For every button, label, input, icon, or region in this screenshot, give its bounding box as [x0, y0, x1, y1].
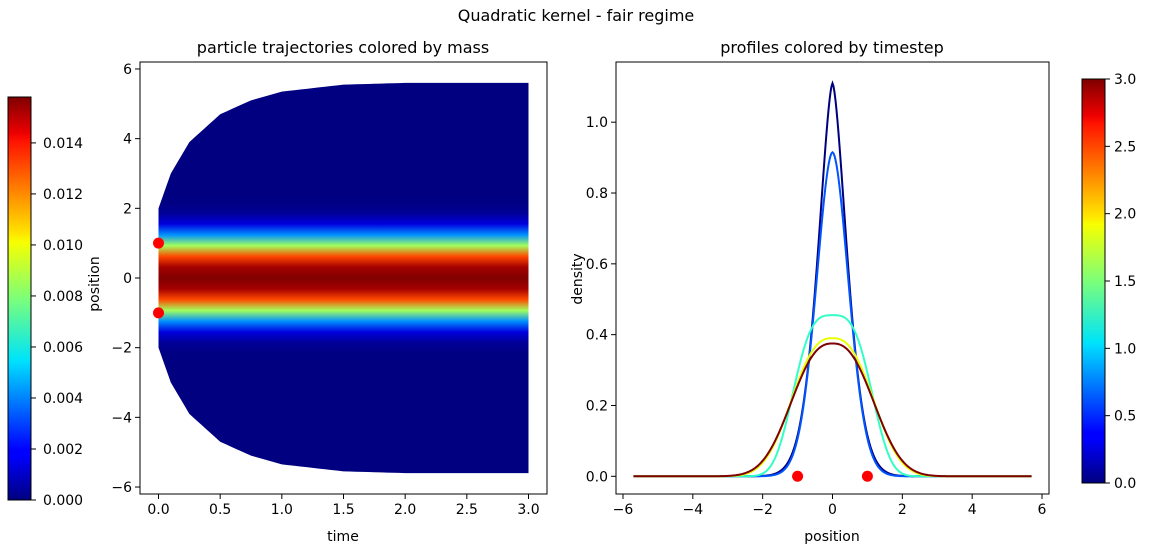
right-colorbar-tick-label: 2.0 [1114, 207, 1136, 223]
left-x-tick-label: 1.5 [332, 502, 354, 518]
mass-band [158, 82, 529, 474]
right-y-tick-label: 0.2 [586, 398, 608, 414]
figure-title: Quadratic kernel - fair regime [458, 6, 695, 25]
left-colorbar: 0.000 0.002 0.004 0.006 0.008 0.010 0.012 0.014 [7, 96, 83, 509]
left-panel: particle trajectories colored by mass 0.… [87, 38, 548, 545]
right-y-label: density [570, 253, 586, 304]
right-colorbar-tick-label: 0.5 [1114, 409, 1136, 425]
left-colorbar-tick-label: 0.006 [43, 340, 83, 356]
left-colorbar-tick-label: 0.014 [43, 136, 83, 152]
right-y-tick-label: 0.0 [586, 469, 608, 485]
right-markers [792, 470, 873, 482]
right-colorbar-bar [1081, 78, 1106, 484]
left-x-tick-label: 3.0 [517, 502, 539, 518]
left-x-tick-label: 2.0 [394, 502, 416, 518]
right-y-tick-label: 0.4 [586, 328, 608, 344]
right-x-tick-label: −4 [683, 502, 704, 518]
right-y-ticks: 0.0 0.2 0.4 0.6 0.8 1.0 [586, 115, 616, 485]
left-x-tick-label: 0.0 [147, 502, 169, 518]
left-x-tick-label: 1.0 [271, 502, 293, 518]
left-y-ticks: −6 −4 −2 0 2 4 6 [111, 62, 140, 496]
left-y-tick-label: −6 [111, 480, 132, 496]
right-marker-point [861, 470, 873, 482]
right-x-tick-label: 6 [1038, 502, 1047, 518]
right-x-tick-label: −6 [613, 502, 634, 518]
left-title: particle trajectories colored by mass [197, 38, 489, 57]
left-markers [153, 237, 164, 319]
left-marker-point [153, 237, 164, 249]
left-colorbar-bar [7, 96, 32, 501]
right-x-tick-label: 4 [968, 502, 977, 518]
left-y-label: position [87, 256, 103, 311]
left-y-tick-label: −2 [111, 341, 132, 357]
right-x-tick-label: 0 [828, 502, 837, 518]
left-y-tick-label: 2 [123, 201, 132, 217]
density-profile-t3 [633, 342, 1032, 478]
right-colorbar-tick-label: 1.5 [1114, 274, 1136, 290]
left-x-ticks: 0.0 0.5 1.0 1.5 2.0 2.5 3.0 [147, 494, 540, 518]
right-colorbar-tick-label: 1.0 [1114, 341, 1136, 357]
right-x-ticks: −6 −4 −2 0 2 4 6 [613, 494, 1047, 518]
right-y-tick-label: 0.6 [586, 257, 608, 273]
left-colorbar-tick-label: 0.012 [43, 187, 83, 203]
right-marker-point [792, 470, 804, 482]
left-y-tick-label: 0 [123, 271, 132, 287]
left-y-tick-label: −4 [111, 410, 132, 426]
density-profiles [633, 80, 1032, 478]
density-profile-t1.2 [633, 314, 1032, 478]
left-y-tick-label: 4 [123, 132, 132, 148]
right-colorbar-ticks: 0.0 0.5 1.0 1.5 2.0 2.5 3.0 [1105, 72, 1136, 492]
right-y-tick-label: 0.8 [586, 186, 608, 202]
left-colorbar-tick-label: 0.008 [43, 289, 83, 305]
right-colorbar-tick-label: 2.5 [1114, 139, 1136, 155]
right-y-tick-label: 1.0 [586, 115, 608, 131]
right-axes-frame [615, 61, 1050, 495]
right-x-tick-label: 2 [898, 502, 907, 518]
density-profile-t0 [633, 80, 1032, 478]
left-x-label: time [327, 529, 359, 545]
left-colorbar-tick-label: 0.004 [43, 391, 83, 407]
left-colorbar-tick-label: 0.002 [43, 442, 83, 458]
left-colorbar-tick-label: 0.010 [43, 238, 83, 254]
right-x-label: position [804, 529, 859, 545]
left-x-tick-label: 2.5 [456, 502, 478, 518]
right-colorbar: 0.0 0.5 1.0 1.5 2.0 2.5 3.0 [1081, 72, 1136, 492]
right-x-tick-label: −2 [752, 502, 773, 518]
left-colorbar-tick-label: 0.000 [43, 493, 83, 509]
right-colorbar-tick-label: 3.0 [1114, 72, 1136, 88]
left-colorbar-ticks: 0.000 0.002 0.004 0.006 0.008 0.010 0.012 0.014 [31, 136, 83, 509]
density-profile-t2 [633, 337, 1032, 478]
right-panel: profiles colored by timestep −6 −4 −2 0 2 4 6 … [570, 38, 1050, 545]
right-title: profiles colored by timestep [720, 38, 944, 57]
left-x-tick-label: 0.5 [209, 502, 231, 518]
left-y-tick-label: 6 [123, 62, 132, 78]
right-colorbar-tick-label: 0.0 [1114, 476, 1136, 492]
left-marker-point [153, 307, 164, 319]
